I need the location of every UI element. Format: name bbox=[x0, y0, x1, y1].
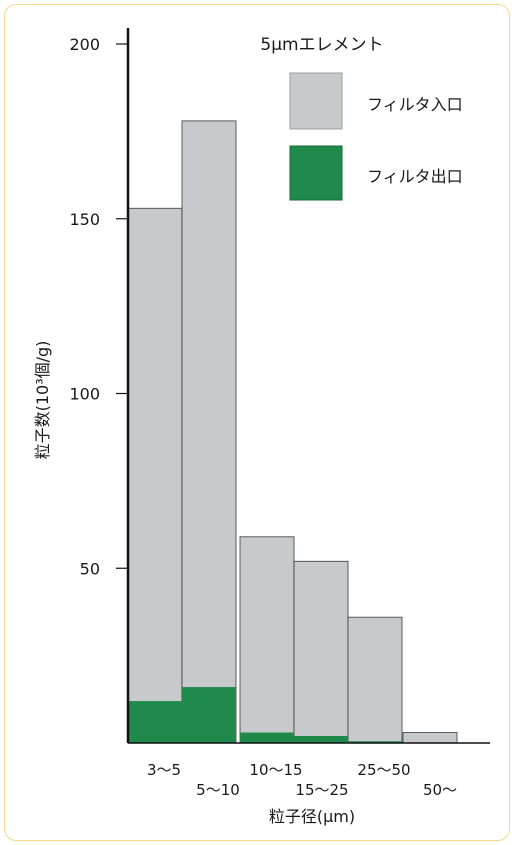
inlet-bar bbox=[293, 560, 349, 744]
x-tick-label: 50～ bbox=[423, 781, 457, 799]
x-tick-label: 15～25 bbox=[295, 781, 348, 799]
legend-label-outlet: フィルタ出口 bbox=[367, 167, 463, 186]
x-axis-label: 粒子径(μm) bbox=[269, 807, 355, 826]
inlet-bar bbox=[127, 207, 183, 744]
y-tick-label: 200 bbox=[69, 35, 100, 54]
y-axis-label: 粒子数(10³個/g) bbox=[33, 341, 52, 460]
inlet-bar bbox=[402, 732, 458, 744]
x-tick-label: 25～50 bbox=[357, 761, 410, 779]
outlet-bar bbox=[240, 732, 294, 743]
x-tick-labels: 3～5 5～10 10～15 15～25 25～50 50～ bbox=[147, 761, 457, 799]
outlet-bars bbox=[128, 687, 402, 743]
legend-label-inlet: フィルタ入口 bbox=[367, 95, 463, 114]
legend: フィルタ入口 フィルタ出口 bbox=[289, 72, 463, 201]
chart-title: 5μmエレメント bbox=[260, 35, 383, 55]
inlet-bar bbox=[181, 120, 237, 744]
legend-swatch-inlet bbox=[289, 72, 343, 130]
outlet-bar bbox=[182, 687, 236, 743]
axes bbox=[126, 28, 490, 744]
y-tick-label: 150 bbox=[69, 210, 100, 229]
y-tick-labels: 200 150 100 50 bbox=[69, 35, 128, 578]
x-tick-label: 5～10 bbox=[196, 781, 240, 799]
legend-swatch-outlet bbox=[289, 145, 343, 201]
outlet-bar bbox=[128, 701, 182, 743]
x-tick-label: 3～5 bbox=[147, 761, 181, 779]
inlet-bar bbox=[347, 616, 403, 744]
outlet-bar bbox=[348, 741, 402, 743]
y-tick-label: 50 bbox=[80, 559, 100, 578]
y-tick-label: 100 bbox=[69, 385, 100, 404]
outlet-bar bbox=[294, 736, 348, 743]
x-tick-label: 10～15 bbox=[249, 761, 302, 779]
inlet-bars bbox=[127, 120, 458, 744]
inlet-bar bbox=[239, 536, 295, 744]
